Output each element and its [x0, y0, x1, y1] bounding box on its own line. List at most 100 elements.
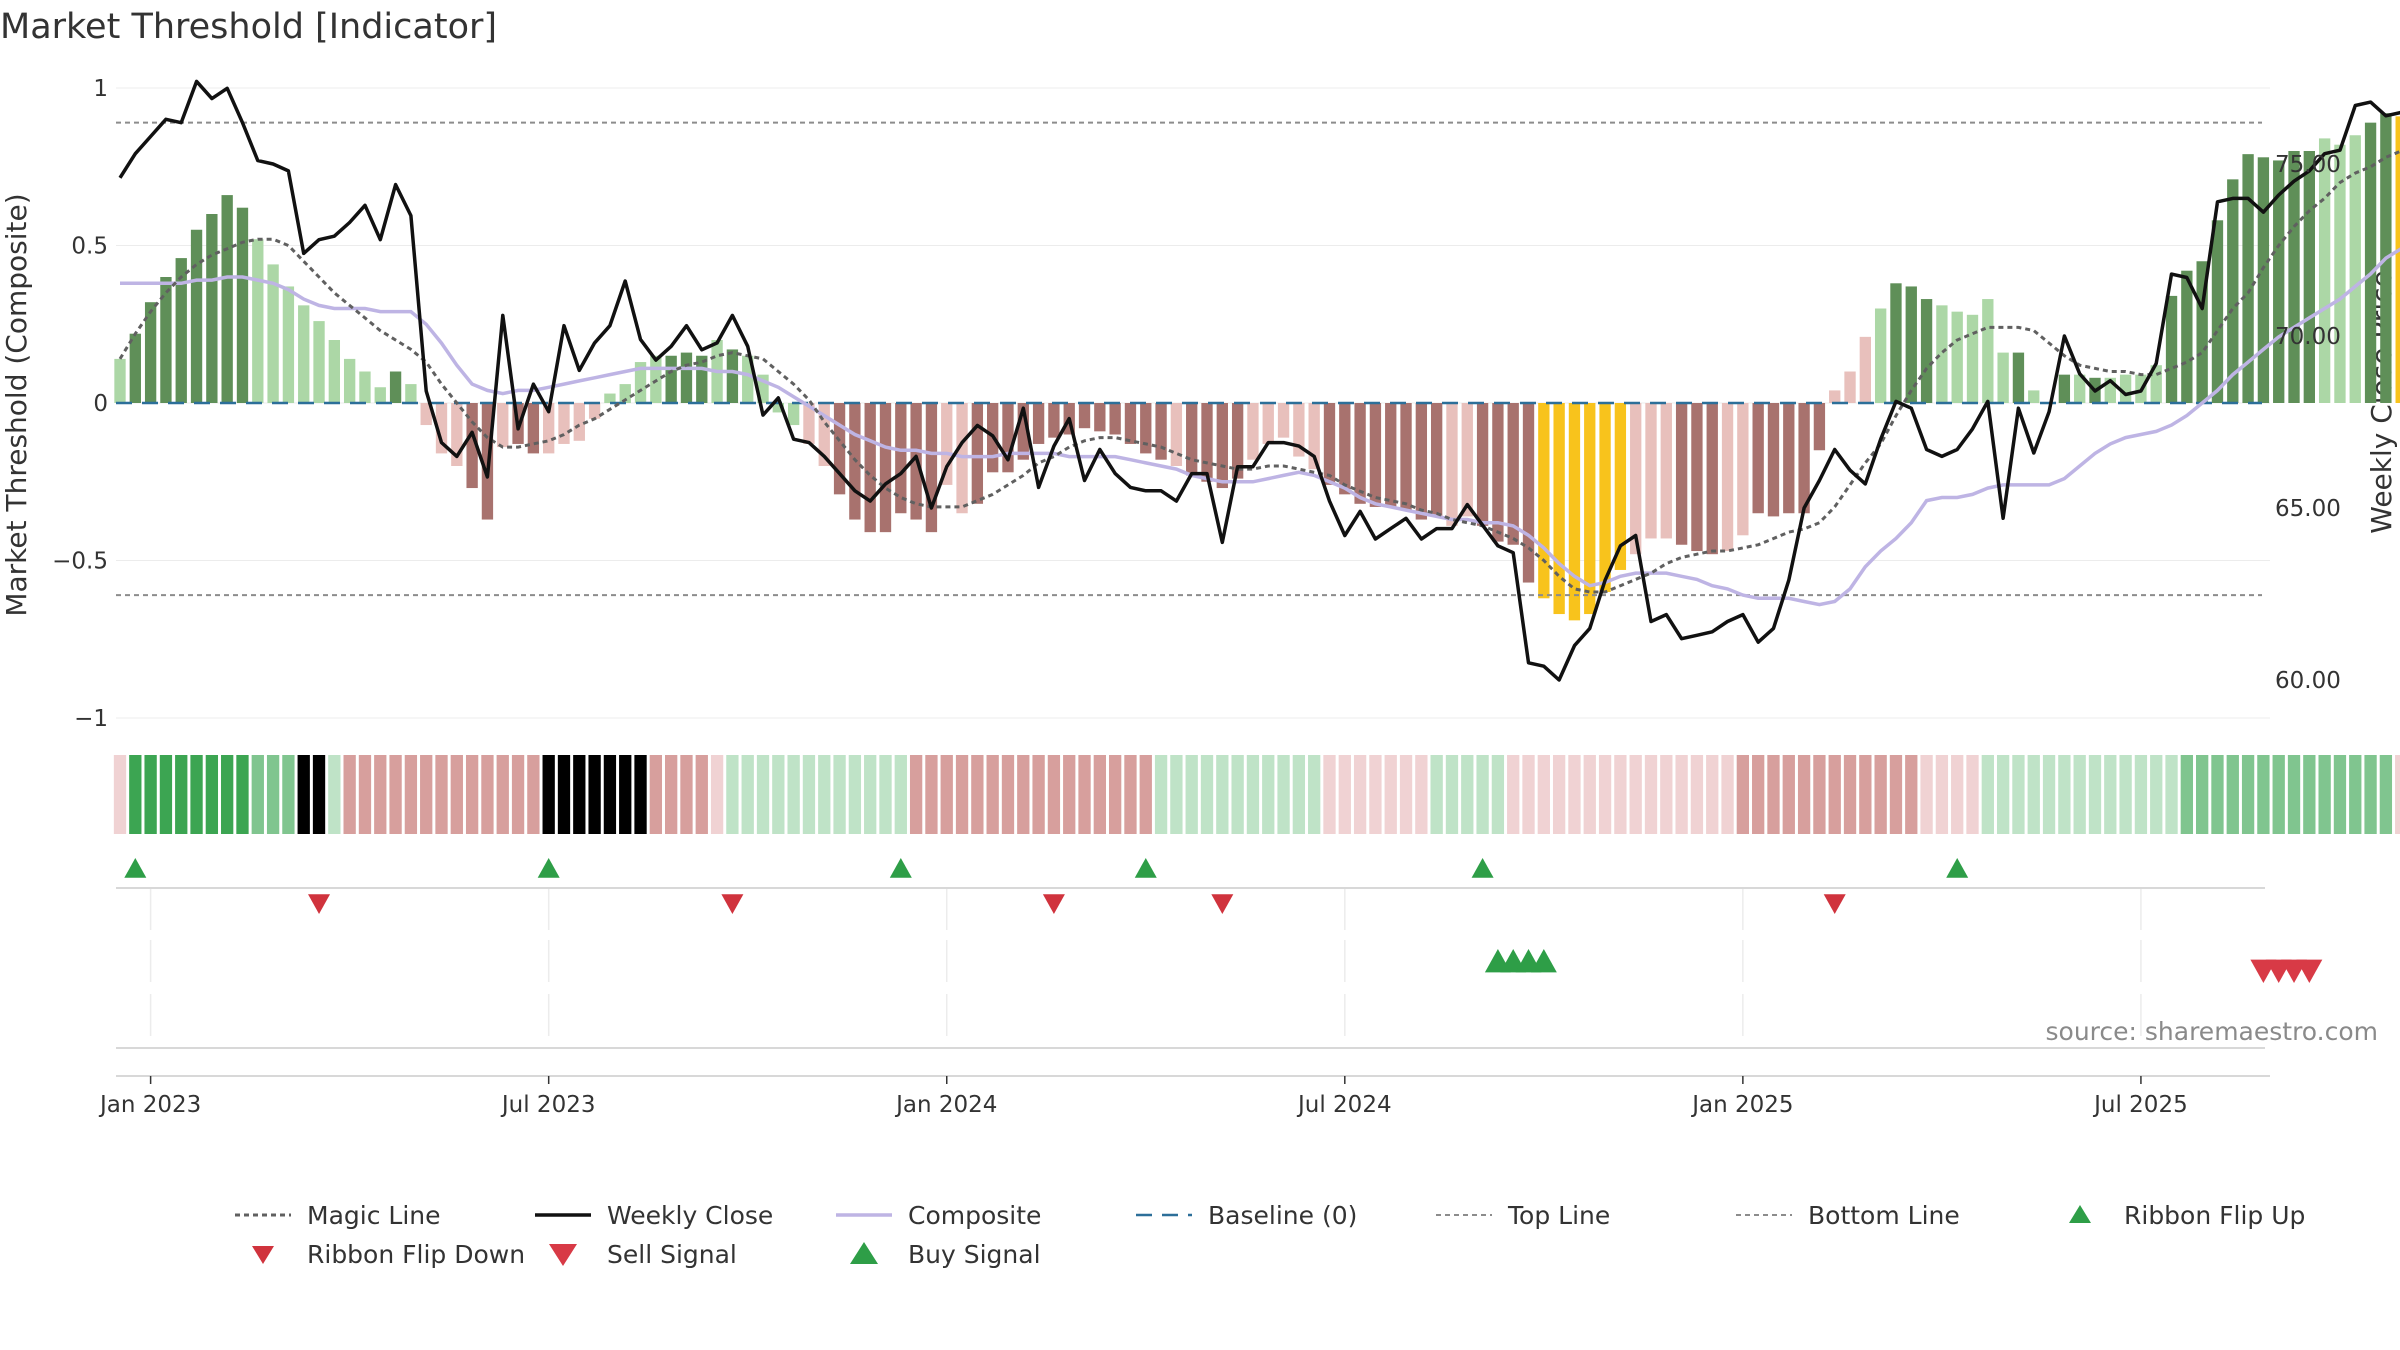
composite-bar — [1369, 403, 1382, 507]
ribbon-cell — [542, 755, 555, 834]
ribbon-flip-down-marker — [1042, 894, 1065, 914]
composite-bar — [1308, 403, 1320, 470]
legend-label: Ribbon Flip Down — [307, 1240, 525, 1269]
ribbon-flip-up-marker — [1134, 858, 1157, 878]
composite-bar — [144, 302, 157, 403]
ribbon-cell — [1369, 755, 1382, 834]
ribbon-cell — [1139, 755, 1152, 834]
composite-bar — [1951, 311, 1963, 403]
composite-bar — [1645, 403, 1657, 539]
composite-bar — [1231, 403, 1244, 479]
y2-tick-label: 75.00 — [2275, 152, 2341, 178]
composite-bar — [1124, 403, 1137, 444]
ribbon-cell — [1598, 755, 1612, 834]
composite-bar — [2196, 261, 2208, 403]
composite-bar — [1385, 403, 1397, 507]
ribbon-cell — [297, 755, 310, 834]
ribbon-cell — [634, 755, 647, 834]
composite-bar — [772, 403, 784, 413]
y-tick-label: 1 — [93, 76, 108, 102]
composite-bar — [1890, 283, 1902, 403]
ribbon-cell — [1552, 755, 1566, 834]
composite-bar — [1936, 305, 1948, 403]
ribbon-cell — [1629, 755, 1642, 834]
ribbon-cell — [389, 755, 402, 834]
composite-bar — [1966, 314, 1979, 403]
ribbon-cell — [1507, 755, 1520, 834]
ribbon-cell — [1675, 755, 1688, 834]
legend-label: Composite — [908, 1201, 1041, 1230]
ribbon-cell — [2180, 755, 2194, 834]
ribbon-cell — [2241, 755, 2255, 834]
composite-bar — [588, 403, 601, 419]
composite-bar — [405, 384, 417, 403]
composite-bar — [1522, 403, 1535, 583]
ribbon-cell — [2226, 755, 2239, 834]
ribbon-cell — [1843, 755, 1857, 834]
ribbon-cell — [1476, 755, 1489, 834]
composite-bar — [1737, 403, 1749, 536]
ribbon-cell — [1108, 755, 1122, 834]
composite-bar — [1721, 403, 1734, 552]
composite-bar — [1415, 403, 1428, 520]
ribbon-cell — [2211, 755, 2224, 834]
composite-bar — [160, 277, 172, 403]
composite-bar — [1277, 403, 1290, 438]
composite-bar — [1109, 403, 1121, 435]
x-tick-label: Jul 2024 — [1296, 1092, 1392, 1118]
composite-bar — [619, 384, 631, 403]
ribbon-cell — [2134, 755, 2148, 834]
ribbon-cell — [2303, 755, 2316, 834]
y-tick-label: −0.5 — [52, 549, 108, 575]
ribbon-cell — [1981, 755, 1994, 834]
ribbon-cell — [1874, 755, 1887, 834]
legend-swatch — [850, 1242, 878, 1264]
legend-label: Magic Line — [307, 1201, 441, 1230]
composite-bar — [2242, 154, 2254, 403]
ribbon-cell — [894, 755, 907, 834]
composite-bar — [1706, 403, 1718, 555]
ribbon-cell — [1017, 755, 1030, 834]
composite-bar — [895, 403, 907, 514]
ribbon-cell — [1537, 755, 1550, 834]
composite-bar — [2150, 365, 2162, 403]
y2-tick-label: 60.00 — [2275, 668, 2341, 694]
composite-bar — [1752, 403, 1764, 514]
ribbon-cell — [1660, 755, 1673, 834]
ribbon-cell — [2104, 755, 2117, 834]
ribbon-flip-up-marker — [1471, 858, 1494, 878]
composite-bar — [864, 403, 876, 533]
ribbon-cell — [1001, 755, 1015, 834]
ribbon-flip-up-marker — [889, 858, 912, 878]
composite-bar — [389, 371, 402, 403]
legend-swatch — [252, 1246, 274, 1264]
composite-bar — [1997, 352, 2009, 403]
ribbon-cell — [159, 755, 173, 834]
signal-panels — [116, 858, 2323, 1077]
composite-bar — [879, 403, 892, 533]
ribbon-cell — [1338, 755, 1351, 834]
y2-tick-label: 70.00 — [2275, 324, 2341, 350]
ribbon-cell — [1859, 755, 1872, 834]
ribbon-cell — [1399, 755, 1413, 834]
ribbon-cell — [527, 755, 540, 834]
y-tick-label: −1 — [74, 706, 108, 732]
composite-bar — [2349, 135, 2361, 403]
composite-bar — [1032, 403, 1045, 444]
composite-bar — [221, 195, 233, 403]
ribbon-cell — [588, 755, 601, 834]
x-tick-label: Jan 2023 — [98, 1092, 201, 1118]
y-tick-label: 0 — [93, 391, 108, 417]
ribbon-cell — [802, 755, 816, 834]
composite-bar — [1446, 403, 1458, 526]
ribbon-cell — [190, 755, 203, 834]
ribbon-cell — [1996, 755, 2010, 834]
ribbon-flip-down-marker — [1211, 894, 1234, 914]
ribbon-cell — [971, 755, 984, 834]
composite-bar — [696, 355, 708, 403]
ribbon-cell — [511, 755, 525, 834]
ribbon-cell — [221, 755, 234, 834]
composite-bar — [1476, 403, 1489, 526]
ribbon-cell — [1583, 755, 1596, 834]
ribbon-cell — [450, 755, 463, 834]
